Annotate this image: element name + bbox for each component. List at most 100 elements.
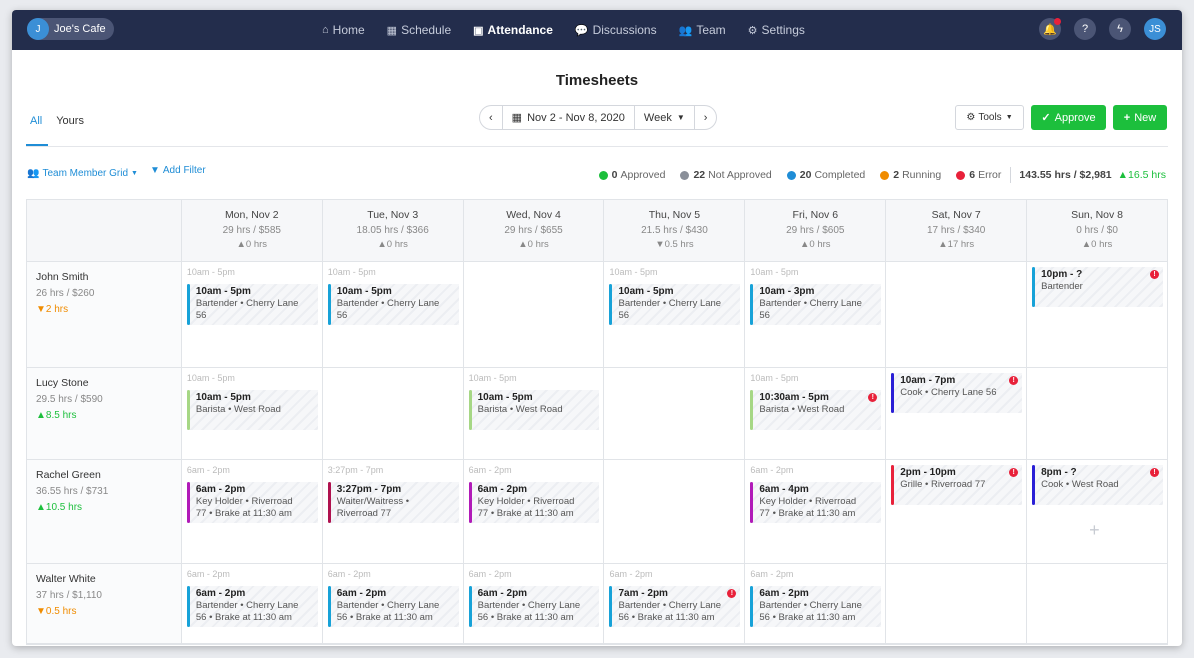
chevron-right-icon: ›	[703, 111, 708, 124]
day-cell[interactable]: 10pm - ? Bartender!	[1026, 262, 1167, 367]
stat-completed[interactable]: 20 Completed	[786, 169, 865, 181]
day-cell[interactable]: 10am - 5pm 10am - 5pm Barista • West Road	[462, 368, 604, 459]
stat-count: 2	[893, 169, 900, 181]
day-header: Thu, Nov 5 21.5 hrs / $430 ▼0.5 hrs	[603, 200, 744, 261]
shift-card[interactable]: 10am - 5pm Bartender • Cherry Lane 56	[609, 284, 741, 325]
notifications-button[interactable]: 🔔	[1039, 18, 1061, 40]
chevron-down-icon: ▼	[1005, 114, 1013, 121]
day-cell[interactable]: 6am - 2pm 7am - 2pm Bartender • Cherry Lan…	[603, 564, 744, 643]
nav-item-settings[interactable]: ⚙ Settings	[748, 23, 805, 37]
day-cell[interactable]	[885, 262, 1026, 367]
topbar-actions: 🔔 ? ϟ JS	[1026, 18, 1166, 40]
shift-color-bar	[327, 284, 331, 325]
day-cell[interactable]: 8pm - ? Cook • West Road! +	[1026, 460, 1167, 563]
day-cell[interactable]	[462, 262, 604, 367]
day-cell[interactable]	[321, 368, 463, 459]
shift-card[interactable]: 10am - 7pm Cook • Cherry Lane 56!	[891, 373, 1023, 413]
shift-card[interactable]: 10:30am - 5pm Barista • West Road!	[750, 390, 882, 430]
tab-yours[interactable]: Yours	[56, 115, 84, 127]
day-cell[interactable]: 6am - 2pm 6am - 2pm Bartender • Cherry Lan…	[321, 564, 463, 643]
view-selector[interactable]: 👥 Team Member Grid ▼	[27, 168, 138, 179]
approve-button[interactable]: ✓ Approve	[1031, 105, 1106, 130]
day-cell[interactable]: 6am - 2pm 6am - 2pm Key Holder • Riverroad…	[462, 460, 604, 563]
day-cell[interactable]: 10am - 7pm Cook • Cherry Lane 56!	[885, 368, 1026, 459]
shift-card[interactable]: 6am - 2pm Key Holder • Riverroad 77 • Bra…	[468, 482, 600, 523]
shift-card[interactable]: 10am - 3pm Bartender • Cherry Lane 56	[750, 284, 882, 325]
stat-approved[interactable]: 0 Approved	[598, 169, 665, 181]
day-cell[interactable]	[885, 564, 1026, 643]
new-button[interactable]: + New	[1113, 105, 1167, 130]
tab-all[interactable]: All	[30, 115, 43, 127]
shift-card[interactable]: 10am - 5pm Bartender • Cherry Lane 56	[327, 284, 459, 325]
nav-item-team[interactable]: 👥 Team	[679, 23, 726, 37]
member-name[interactable]: John Smith	[36, 271, 89, 283]
member-name[interactable]: Rachel Green	[36, 469, 101, 481]
day-delta: ▲0 hrs	[377, 239, 408, 250]
stat-label: Not Approved	[708, 169, 772, 181]
shift-card[interactable]: 10pm - ? Bartender!	[1032, 267, 1163, 307]
whats-new-button[interactable]: ϟ	[1109, 18, 1131, 40]
add-filter-label: Add Filter	[162, 164, 206, 176]
date-range: Nov 2 - Nov 8, 2020	[527, 111, 625, 124]
day-cell[interactable]: 6am - 2pm 6am - 2pm Bartender • Cherry Lan…	[462, 564, 604, 643]
day-cell[interactable]: 10am - 5pm 10am - 5pm Bartender • Cherry L…	[321, 262, 463, 367]
help-button[interactable]: ?	[1074, 18, 1096, 40]
shift-card[interactable]: 6am - 2pm Bartender • Cherry Lane 56 • Br…	[750, 586, 882, 627]
next-week-button[interactable]: ›	[695, 106, 717, 129]
error-icon: !	[1009, 468, 1019, 477]
stat-not-approved[interactable]: 22 Not Approved	[680, 169, 772, 181]
shift-card[interactable]: 6am - 4pm Key Holder • Riverroad 77 • Bra…	[750, 482, 882, 523]
nav-item-attendance[interactable]: ▣ Attendance	[473, 23, 553, 37]
day-cell[interactable]: 6am - 2pm 6am - 2pm Bartender • Cherry Lan…	[744, 564, 885, 643]
day-cell[interactable]	[603, 460, 744, 563]
app-window: J Joe's Cafe ⌂ Home ▦ Schedule ▣ Attendance 💬 D…	[12, 10, 1182, 646]
shift-card[interactable]: 6am - 2pm Key Holder • Riverroad 77 • Bra…	[186, 482, 318, 523]
day-cell[interactable]	[603, 368, 744, 459]
add-shift-icon[interactable]: +	[1089, 520, 1100, 540]
day-cell[interactable]: 10am - 5pm 10am - 5pm Bartender • Cherry L…	[603, 262, 744, 367]
stat-error[interactable]: 6 Error	[956, 169, 1001, 181]
shift-card[interactable]: 8pm - ? Cook • West Road!	[1032, 465, 1163, 505]
day-cell[interactable]: 10am - 5pm 10:30am - 5pm Barista • West Ro…	[744, 368, 885, 459]
shift-card[interactable]: 10am - 5pm Bartender • Cherry Lane 56	[186, 284, 318, 325]
nav-item-schedule[interactable]: ▦ Schedule	[387, 23, 451, 37]
day-cell[interactable]	[1026, 564, 1167, 643]
shift-card[interactable]: 7am - 2pm Bartender • Cherry Lane 56 • Br…	[609, 586, 741, 627]
shift-card[interactable]: 6am - 2pm Bartender • Cherry Lane 56 • Br…	[186, 586, 318, 627]
shift-detail: Bartender • Cherry Lane 56 • Brake at 11…	[195, 600, 299, 623]
member-name[interactable]: Walter White	[36, 573, 96, 585]
business-switcher[interactable]: J Joe's Cafe	[27, 18, 114, 40]
user-avatar[interactable]: JS	[1144, 18, 1166, 40]
shift-card[interactable]: 3:27pm - 7pm Waiter/Waitress • Riverroad …	[327, 482, 459, 523]
business-name: Joe's Cafe	[54, 23, 106, 35]
nav-label: Team	[696, 23, 726, 37]
member-hours: 37 hrs / $1,110	[36, 590, 102, 601]
day-cell[interactable]: 10am - 5pm 10am - 3pm Bartender • Cherry L…	[744, 262, 885, 367]
day-cell[interactable]	[1026, 368, 1167, 459]
nav-item-home[interactable]: ⌂ Home	[322, 23, 365, 37]
tools-button[interactable]: ⚙ Tools ▼	[955, 105, 1024, 130]
day-cell[interactable]: 10am - 5pm 10am - 5pm Barista • West Road	[180, 368, 322, 459]
day-cell[interactable]: 3:27pm - 7pm 3:27pm - 7pm Waiter/Waitress …	[321, 460, 463, 563]
shift-time: 10am - 5pm	[336, 286, 392, 297]
day-cell[interactable]: 10am - 5pm 10am - 5pm Bartender • Cherry L…	[180, 262, 322, 367]
prev-week-button[interactable]: ‹	[480, 106, 503, 129]
day-cell[interactable]: 6am - 2pm 6am - 2pm Bartender • Cherry Lan…	[180, 564, 322, 643]
period-select[interactable]: Week ▼	[635, 106, 695, 129]
add-filter-button[interactable]: ▼ Add Filter	[150, 165, 206, 176]
shift-card[interactable]: 10am - 5pm Barista • West Road	[186, 390, 318, 430]
date-range-picker[interactable]: ▦ Nov 2 - Nov 8, 2020	[503, 106, 635, 129]
day-cell[interactable]: 6am - 2pm 6am - 4pm Key Holder • Riverroad…	[744, 460, 885, 563]
shift-card[interactable]: 6am - 2pm Bartender • Cherry Lane 56 • Br…	[468, 586, 600, 627]
day-cell[interactable]: 2pm - 10pm Grille • Riverroad 77!	[885, 460, 1026, 563]
shift-card[interactable]: 6am - 2pm Bartender • Cherry Lane 56 • Br…	[327, 586, 459, 627]
shift-detail: Key Holder • Riverroad 77 • Brake at 11:…	[195, 496, 293, 519]
day-cell[interactable]: 6am - 2pm 6am - 2pm Key Holder • Riverroad…	[180, 460, 322, 563]
shift-card[interactable]: 2pm - 10pm Grille • Riverroad 77!	[891, 465, 1023, 505]
nav-item-discussions[interactable]: 💬 Discussions	[575, 23, 657, 37]
day-header: Sun, Nov 8 0 hrs / $0 ▲0 hrs	[1026, 200, 1167, 261]
day-date: Sat, Nov 7	[931, 209, 981, 221]
member-name[interactable]: Lucy Stone	[36, 377, 89, 389]
shift-card[interactable]: 10am - 5pm Barista • West Road	[468, 390, 600, 430]
stat-running[interactable]: 2 Running	[880, 169, 941, 181]
